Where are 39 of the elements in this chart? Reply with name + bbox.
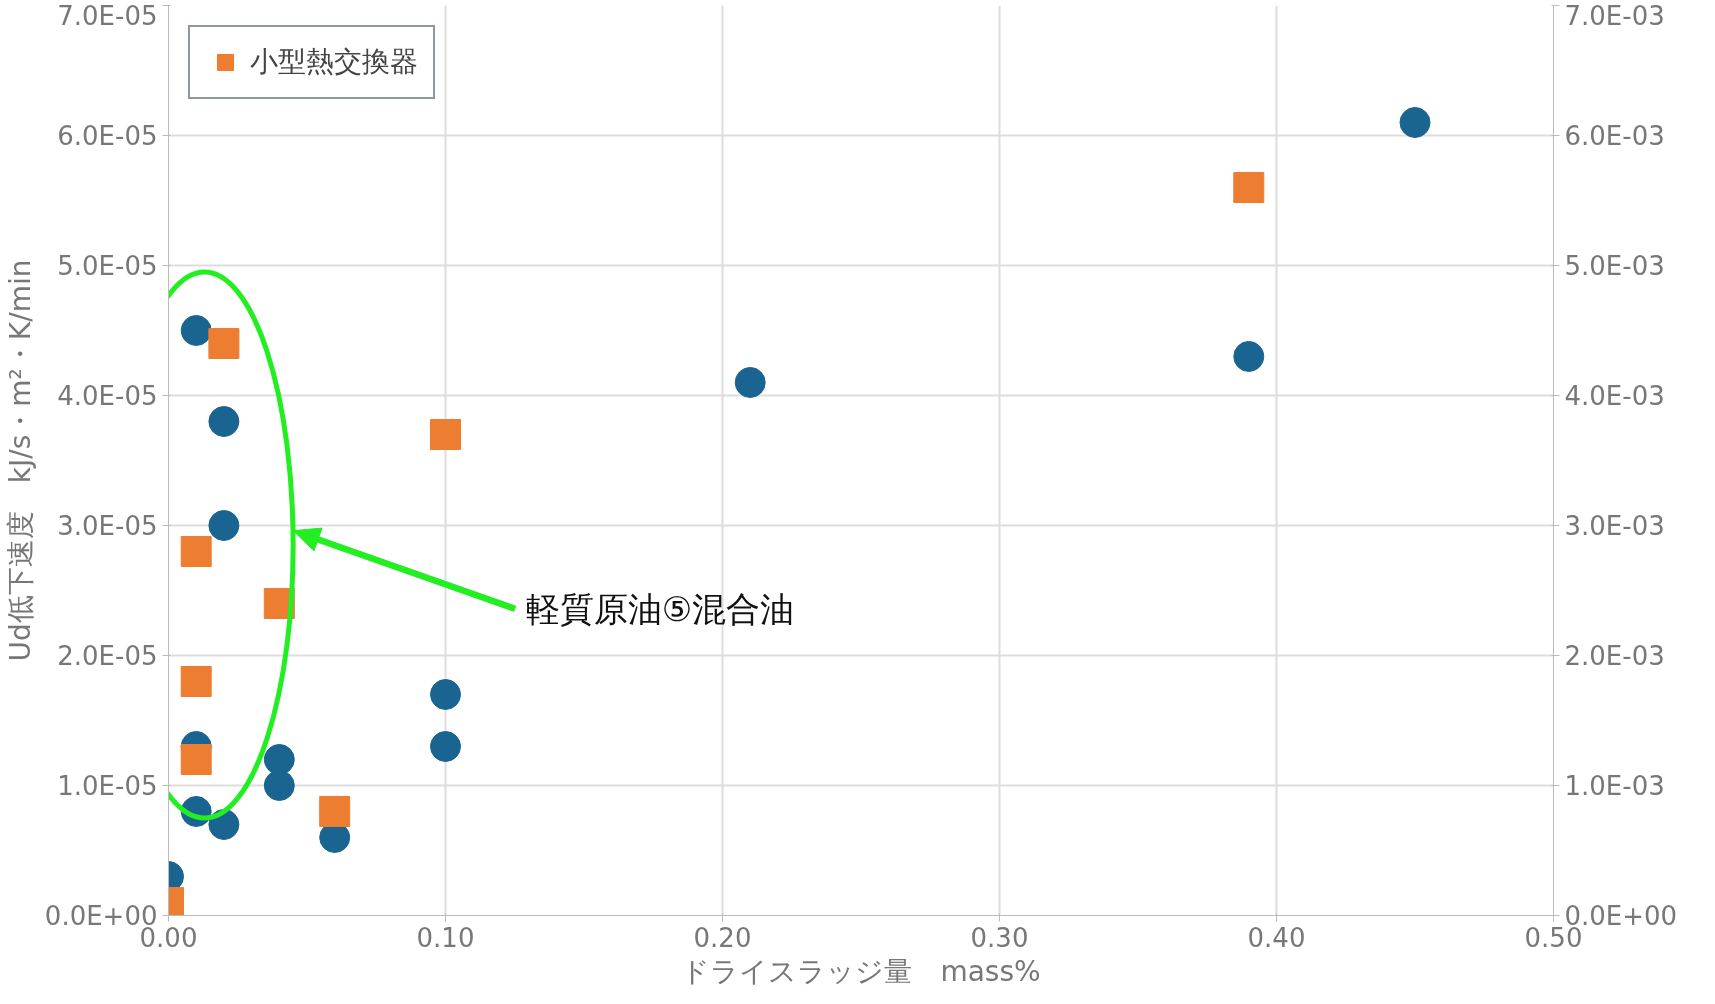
y2-tick-label: 5.0E-03 xyxy=(1564,250,1665,281)
point xyxy=(1233,341,1265,372)
x-tick-label: 0.20 xyxy=(693,922,752,953)
point xyxy=(180,315,212,346)
point xyxy=(180,666,212,697)
point xyxy=(1233,172,1265,203)
y2-tick-label: 3.0E-03 xyxy=(1564,510,1665,541)
x-tick-label: 0.30 xyxy=(970,922,1029,953)
y-tick-label: 4.0E-05 xyxy=(57,380,158,411)
point xyxy=(319,796,351,827)
y-tick-label: 5.0E-05 xyxy=(57,250,158,281)
point xyxy=(263,744,295,775)
x-tick-label: 0.40 xyxy=(1247,922,1306,953)
point xyxy=(180,744,212,775)
y2-tick-label: 7.0E-03 xyxy=(1564,0,1665,31)
y-tick-label: 1.0E-05 xyxy=(57,770,158,801)
y2-tick-label: 2.0E-03 xyxy=(1564,640,1665,671)
point xyxy=(430,731,461,762)
point xyxy=(263,770,295,801)
x-tick-label: 0.10 xyxy=(416,922,475,953)
y-tick-label: 7.0E-05 xyxy=(57,0,158,31)
point xyxy=(430,419,461,450)
y2-tick-label: 4.0E-03 xyxy=(1564,380,1665,411)
y-tick-label: 2.0E-05 xyxy=(57,640,158,671)
x-axis-title: ドライスラッジ量 mass% xyxy=(681,954,1041,988)
y-tick-label: 6.0E-05 xyxy=(57,120,158,151)
point xyxy=(1399,107,1431,138)
point xyxy=(430,679,461,710)
y-tick-label: 3.0E-05 xyxy=(57,510,158,541)
point xyxy=(180,536,212,567)
legend-label: 小型熱交換器 xyxy=(250,44,418,80)
point xyxy=(208,510,240,541)
annotation: 軽質原油⑤混合油 xyxy=(525,588,795,629)
point xyxy=(734,367,766,398)
point xyxy=(208,406,240,437)
y-axis-title: Ud低下速度 kJ/s・m²・K/min xyxy=(3,259,37,662)
y2-tick-label: 1.0E-03 xyxy=(1564,770,1665,801)
y2-tick-label: 6.0E-03 xyxy=(1564,120,1665,151)
point xyxy=(208,328,240,359)
